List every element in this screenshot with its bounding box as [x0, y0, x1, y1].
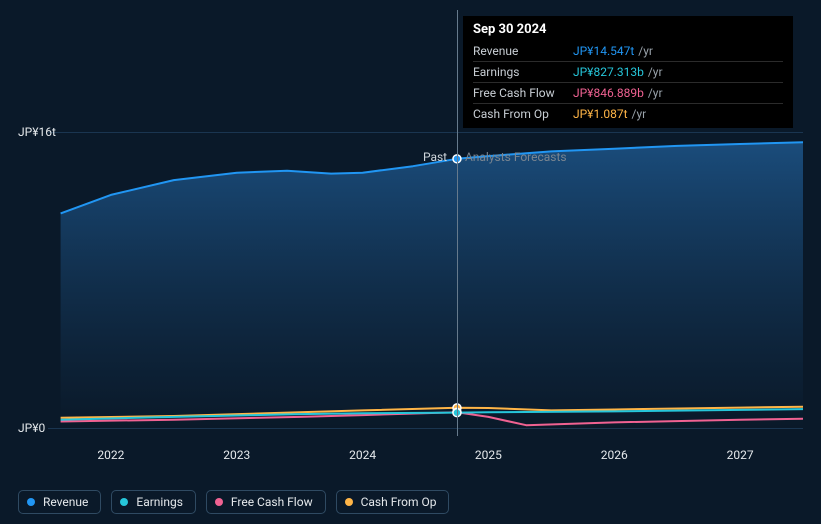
series-free_cash_flow — [61, 412, 803, 425]
tooltip-row: EarningsJP¥827.313b/yr — [473, 61, 783, 82]
tooltip-row-unit: /yr — [638, 44, 653, 58]
legend-item-earnings[interactable]: Earnings — [111, 490, 196, 514]
tooltip-row-label: Earnings — [473, 65, 573, 79]
x-axis-label: 2023 — [223, 448, 250, 462]
x-axis-label: 2027 — [727, 448, 754, 462]
legend-label: Revenue — [43, 495, 88, 509]
legend-dot-icon — [27, 498, 35, 506]
tooltip-row: Cash From OpJP¥1.087t/yr — [473, 103, 783, 124]
y-axis-label-bottom: JP¥0 — [18, 421, 45, 435]
tooltip-row-unit: /yr — [648, 65, 663, 79]
x-axis-label: 2022 — [97, 448, 124, 462]
tooltip-row: RevenueJP¥14.547t/yr — [473, 41, 783, 61]
tooltip-row-value: JP¥14.547t — [573, 44, 634, 58]
financials-chart: JP¥16t JP¥0 Past Analysts Forecasts 2022… — [0, 0, 821, 524]
tooltip-date: Sep 30 2024 — [473, 22, 783, 37]
legend-dot-icon — [215, 498, 223, 506]
x-axis-label: 2024 — [349, 448, 376, 462]
hover-line — [457, 10, 458, 436]
x-axis-label: 2026 — [601, 448, 628, 462]
hover-tooltip: Sep 30 2024 RevenueJP¥14.547t/yrEarnings… — [463, 16, 793, 128]
tooltip-row-unit: /yr — [648, 86, 663, 100]
tooltip-row-label: Free Cash Flow — [473, 86, 573, 100]
tooltip-row-value: JP¥846.889b — [573, 86, 644, 100]
legend-dot-icon — [120, 498, 128, 506]
legend-label: Cash From Op — [361, 495, 437, 509]
tooltip-row-value: JP¥827.313b — [573, 65, 644, 79]
tooltip-row-unit: /yr — [632, 107, 647, 121]
past-label: Past — [423, 150, 447, 164]
x-axis-label: 2025 — [475, 448, 502, 462]
forecast-label: Analysts Forecasts — [465, 150, 567, 164]
tooltip-row-label: Revenue — [473, 44, 573, 58]
tooltip-row-label: Cash From Op — [473, 107, 573, 121]
tooltip-row: Free Cash FlowJP¥846.889b/yr — [473, 82, 783, 103]
tooltip-row-value: JP¥1.087t — [573, 107, 628, 121]
series-earnings — [61, 409, 803, 420]
legend-label: Free Cash Flow — [231, 495, 313, 509]
legend-item-free-cash-flow[interactable]: Free Cash Flow — [206, 490, 326, 514]
legend-label: Earnings — [136, 495, 183, 509]
legend-item-cash-from-op[interactable]: Cash From Op — [336, 490, 450, 514]
legend: Revenue Earnings Free Cash Flow Cash Fro… — [18, 490, 449, 514]
legend-dot-icon — [345, 498, 353, 506]
legend-item-revenue[interactable]: Revenue — [18, 490, 101, 514]
